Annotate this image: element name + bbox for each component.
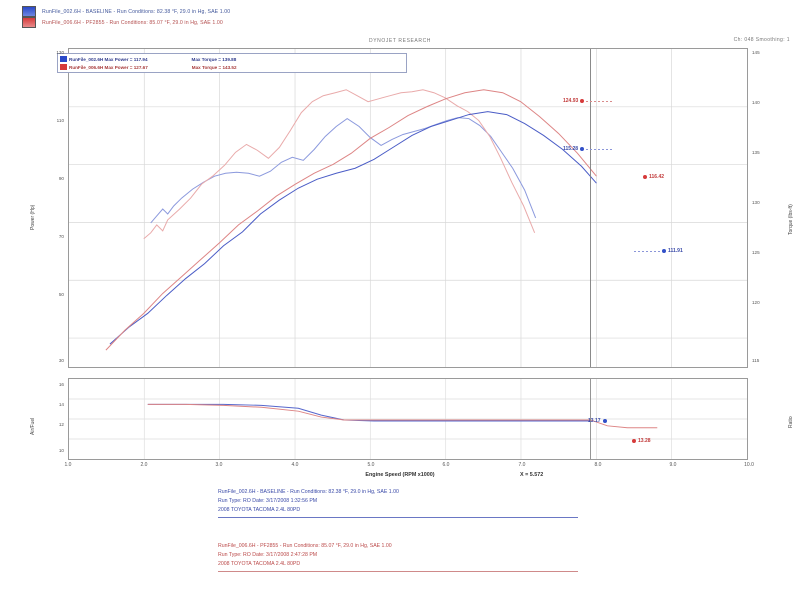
callout-marker-blue-icon [580, 147, 585, 151]
y-tick-left-5: 30 [58, 358, 64, 363]
y-tick-right-4: 125 [752, 250, 760, 255]
series-baseline-afr [147, 403, 591, 422]
callout-marker-blue-2-icon [662, 249, 666, 253]
run-info-baseline-line-2: 2008 TOYOTA TACOMA 2.4L 80PD [218, 507, 301, 513]
callout-afr-red-value: 13.28 [638, 438, 651, 444]
series-pf2855-power [105, 89, 597, 351]
run-info-baseline-line-1: Run Type: RO Date: 3/17/2008 1:32:56 PM [218, 498, 318, 504]
inchart-max-values-legend: RunFile_002.6H Max Power = 117.94 Max To… [57, 53, 407, 73]
top-legend-row-baseline: RunFile_002.6H - BASELINE - Run Conditio… [22, 6, 542, 17]
run-info-baseline: RunFile_002.6H - BASELINE - Run Conditio… [218, 488, 618, 518]
legend-swatch-red-icon [22, 17, 36, 28]
y-tick-right-5: 120 [752, 300, 760, 305]
callout-marker-red-2-icon [643, 175, 647, 179]
top-legend-baseline-text: RunFile_002.6H - BASELINE - Run Conditio… [42, 8, 231, 15]
afr-grid-lines [69, 379, 747, 459]
x-tick-2: 3.0 [215, 462, 223, 468]
y-tick-right-3: 130 [752, 200, 760, 205]
callout-torque-blue-peak-value: 115.28 [563, 146, 579, 152]
x-tick-8: 9.0 [669, 462, 677, 468]
chart-channel-smoothing: Ch: 048 Smoothing: 1 [733, 37, 790, 43]
power-torque-plot-svg [69, 49, 747, 367]
callout-torque-red-peak-value: 124.93 [563, 98, 579, 104]
inchart-swatch-blue-icon [60, 56, 67, 62]
x-tick-0: 1.0 [64, 462, 72, 468]
chart-title: DYNOJET RESEARCH [368, 38, 432, 44]
callout-afr-blue: 13.17 [588, 418, 609, 424]
x-tick-5: 6.0 [442, 462, 450, 468]
y-tick-afr-0: 16 [58, 382, 64, 387]
y-tick-right-6: 115 [752, 358, 760, 363]
callout-marker-red-icon [580, 99, 585, 103]
series-baseline-torque [150, 117, 537, 224]
y-tick-right-0: 145 [752, 50, 760, 55]
top-legend-pf2855-text: RunFile_006.6H - PF2855 - Run Conditions… [42, 19, 223, 26]
x-tick-1: 2.0 [140, 462, 148, 468]
x-tick-4: 5.0 [367, 462, 375, 468]
inchart-baseline-maxtorque: Max Torque = 139.88 [191, 56, 237, 62]
run-info-divider-red [218, 571, 578, 572]
legend-swatch-blue-icon [22, 6, 36, 17]
y-tick-left-2: 90 [58, 176, 64, 181]
x-tick-9: 10.0 [744, 462, 754, 468]
run-info-pf2855-line-0: RunFile_006.6H - PF2855 - Run Conditions… [218, 543, 392, 549]
series-pf2855-afr [147, 403, 658, 429]
x-tick-7: 8.0 [594, 462, 602, 468]
inchart-pf2855-maxtorque: Max Torque = 143.52 [191, 64, 237, 70]
cursor-readout: X = 5.572 [520, 472, 544, 478]
y-tick-left-4: 50 [58, 292, 64, 297]
y-tick-left-0: 130 [56, 50, 64, 55]
y-tick-afr-1: 14 [58, 402, 64, 407]
callout-leader-red [586, 100, 613, 102]
run-info-baseline-line-0: RunFile_002.6H - BASELINE - Run Conditio… [218, 489, 399, 495]
callout-torque-red-peak: 124.93 [563, 98, 613, 104]
callout-marker-afr-red-icon [632, 439, 636, 443]
x-tick-6: 7.0 [518, 462, 526, 468]
inchart-swatch-red-icon [60, 64, 67, 70]
y-tick-left-1: 110 [56, 118, 64, 123]
callout-power-blue-end: 111.91 [634, 248, 683, 254]
power-torque-plot-panel [68, 48, 748, 368]
y-axis-title-afr: Air/Fuel [30, 417, 36, 435]
callout-power-blue-end-value: 111.91 [668, 248, 683, 254]
callout-leader-blue-2 [634, 250, 660, 252]
y-axis-title-power: Power (Hp) [30, 204, 36, 230]
afr-plot-svg [69, 379, 747, 459]
run-info-pf2855: RunFile_006.6H - PF2855 - Run Conditions… [218, 542, 618, 572]
inchart-baseline-maxpower: RunFile_002.6H Max Power = 117.94 [69, 56, 148, 62]
x-tick-3: 4.0 [291, 462, 299, 468]
run-info-divider-blue [218, 517, 578, 518]
run-info-pf2855-line-1: Run Type: RO Date: 3/17/2008 2:47:28 PM [218, 552, 318, 558]
callout-marker-afr-blue-icon [602, 419, 607, 423]
inchart-legend-row-pf2855: RunFile_006.6H Max Power = 127.67 Max To… [60, 63, 404, 71]
y-tick-afr-3: 10 [58, 448, 64, 453]
y-tick-right-2: 135 [752, 150, 760, 155]
run-info-pf2855-line-2: 2008 TOYOTA TACOMA 2.4L 80PD [218, 561, 301, 567]
air-fuel-ratio-plot-panel [68, 378, 748, 460]
callout-afr-red: 13.28 [630, 438, 651, 444]
top-legend-row-pf2855: RunFile_006.6H - PF2855 - Run Conditions… [22, 17, 542, 28]
callout-power-red-end: 116.42 [641, 174, 664, 180]
y-tick-right-1: 140 [752, 100, 760, 105]
series-pf2855-torque [143, 89, 536, 240]
callout-afr-blue-value: 13.17 [588, 418, 601, 424]
callout-torque-blue-peak: 115.28 [563, 146, 613, 152]
y-axis-title-afr-ratio: Ratio [788, 416, 794, 428]
inchart-pf2855-maxpower: RunFile_006.6H Max Power = 127.67 [69, 64, 148, 70]
inchart-legend-row-baseline: RunFile_002.6H Max Power = 117.94 Max To… [60, 55, 404, 63]
callout-leader-blue [586, 148, 613, 150]
y-axis-title-torque: Torque (lbs-ft) [788, 204, 794, 235]
callout-power-red-end-value: 116.42 [649, 174, 665, 180]
y-tick-afr-2: 12 [58, 422, 64, 427]
top-run-legend: RunFile_002.6H - BASELINE - Run Conditio… [22, 6, 542, 28]
x-axis-title: Engine Speed (RPM x1000) [365, 472, 435, 478]
y-tick-left-3: 70 [58, 234, 64, 239]
grid-lines [69, 49, 747, 367]
series-baseline-power [109, 111, 597, 345]
